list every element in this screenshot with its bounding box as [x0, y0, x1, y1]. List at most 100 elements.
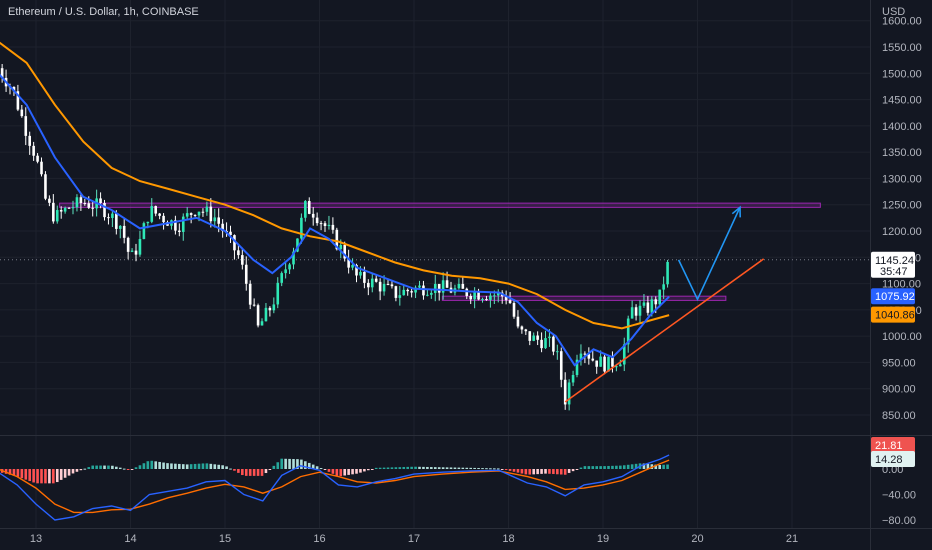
macd-histogram-bar	[292, 459, 295, 469]
macd-histogram-bar	[382, 467, 386, 469]
support-trendline[interactable]	[564, 258, 765, 403]
macd-histogram-bar	[331, 469, 335, 474]
candle-body	[292, 251, 295, 265]
macd-histogram-bar	[347, 469, 350, 475]
ma-fast-price-tag: 1075.92	[875, 291, 915, 303]
macd-histogram-bar	[225, 466, 228, 469]
macd-histogram-bar	[508, 469, 512, 471]
candle-body	[209, 206, 213, 222]
candle-body	[288, 264, 291, 270]
macd-histogram-bar	[386, 467, 390, 469]
macd-histogram-bar	[150, 460, 154, 469]
candle-body	[284, 269, 287, 274]
candle-body	[36, 155, 39, 162]
candle-body	[32, 145, 35, 156]
macd-histogram-bar	[315, 466, 319, 469]
candle-body	[508, 300, 512, 304]
macd-histogram-bar	[48, 469, 51, 484]
macd-histogram-bar	[178, 463, 181, 469]
resistance-zone[interactable]	[59, 202, 821, 208]
candle-body	[406, 289, 409, 292]
macd-histogram-bar	[32, 469, 35, 483]
candlesticks	[0, 63, 669, 411]
x-tick-label: 15	[219, 533, 231, 545]
macd-histogram-bar	[256, 469, 260, 476]
macd-histogram-bar	[221, 465, 224, 469]
macd-histogram-bar	[615, 465, 618, 469]
candle-body	[469, 295, 472, 300]
macd-histogram-bar	[304, 461, 307, 469]
macd-histogram-bar	[453, 467, 457, 469]
macd-histogram-bar	[426, 466, 429, 469]
candle-body	[599, 356, 602, 367]
macd-histogram-bar	[622, 465, 626, 469]
macd-histogram-bar	[390, 467, 394, 469]
symbol-title[interactable]: Ethereum / U.S. Dollar, 1h, COINBASE	[8, 6, 199, 18]
macd-histogram-bar	[536, 469, 539, 475]
macd-histogram-bar	[449, 467, 453, 469]
candle-body	[548, 336, 551, 339]
macd-histogram-bar	[138, 465, 142, 469]
candle-body	[213, 217, 217, 222]
candle-body	[642, 302, 646, 306]
macd-histogram-bar	[197, 463, 201, 469]
candle-body	[457, 283, 461, 289]
candle-body	[126, 237, 130, 252]
candle-body	[28, 135, 31, 146]
macd-histogram-bar	[111, 465, 114, 469]
macd-histogram-bar	[469, 467, 472, 469]
candle-body	[611, 356, 614, 367]
candle-body	[138, 238, 142, 255]
macd-histogram-bar	[563, 469, 567, 475]
macd-histogram-bar	[626, 464, 630, 469]
resistance-zone[interactable]	[441, 295, 727, 301]
candle-body	[174, 220, 177, 231]
candle-body	[233, 235, 236, 251]
candle-body	[343, 244, 346, 259]
candle-body	[331, 224, 335, 230]
macd-histogram-bar	[118, 467, 122, 469]
x-tick-label: 13	[30, 533, 42, 545]
y-tick-label: 1500.00	[882, 68, 922, 80]
macd-histogram-bar	[237, 469, 240, 473]
macd-histogram-bar	[107, 465, 110, 469]
candle-body	[386, 283, 390, 285]
macd-histogram-bar	[115, 466, 118, 469]
last-price-tag: 1145.24	[875, 255, 914, 267]
candle-body	[528, 331, 532, 341]
macd-histogram-bar	[402, 467, 406, 469]
macd-histogram-bar	[630, 464, 634, 469]
macd-histogram-bar	[71, 469, 75, 474]
signal-value-tag: 14.28	[875, 454, 903, 466]
macd-histogram-bar	[126, 469, 130, 470]
macd-histogram-bar	[599, 466, 602, 469]
macd-histogram-bar	[276, 462, 280, 469]
candle-body	[252, 304, 256, 306]
candle-body	[382, 283, 386, 292]
candle-body	[540, 339, 543, 349]
candle-body	[59, 210, 63, 212]
drawings[interactable]	[564, 205, 765, 403]
candle-body	[323, 223, 327, 227]
projection-arrowhead[interactable]	[731, 205, 741, 218]
candle-body	[150, 206, 154, 222]
candle-body	[615, 366, 618, 368]
macd-histogram-bar	[103, 465, 106, 469]
candle-body	[390, 284, 394, 287]
macd-line	[0, 454, 670, 521]
macd-histogram-bar	[12, 469, 16, 476]
macd-histogram-bar	[595, 466, 598, 469]
horizontal-zones[interactable]	[59, 202, 821, 301]
macd-histogram-bar	[162, 462, 165, 469]
macd-histogram-bar	[587, 466, 591, 469]
projection-path[interactable]	[677, 206, 741, 302]
candle-body	[398, 295, 402, 298]
candle-body	[634, 307, 638, 316]
candle-body	[402, 289, 406, 296]
candle-body	[79, 197, 83, 204]
macd-histogram-bar	[260, 469, 264, 476]
candle-body	[296, 238, 299, 252]
macd-histogram-bar	[642, 463, 646, 469]
macd-histogram-bar	[307, 462, 311, 469]
